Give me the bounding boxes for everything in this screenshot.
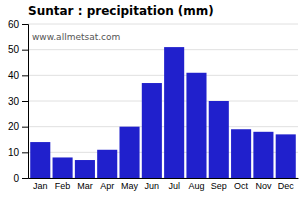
tick-mark [22, 101, 28, 102]
tick-label: Aug [188, 181, 204, 191]
tick-label: Nov [255, 181, 272, 191]
bar [75, 160, 95, 178]
bar [142, 83, 162, 178]
bar [97, 150, 117, 178]
title: Suntar : precipitation (mm) [28, 4, 214, 18]
tick-mark [22, 178, 28, 179]
tick-mark [22, 152, 28, 153]
tick: Dec [278, 181, 295, 191]
tick-label: May [121, 181, 139, 191]
tick: 50 [8, 44, 28, 55]
axis-line [29, 178, 299, 179]
tick: Aug [188, 181, 204, 191]
tick-label: Feb [55, 181, 71, 191]
grid [28, 24, 298, 178]
tick: Jun [145, 181, 160, 191]
tick-label: Sep [211, 181, 227, 191]
bars [30, 47, 296, 178]
tick-label: 0 [13, 173, 19, 184]
bar [231, 129, 251, 178]
tick-label: Apr [100, 181, 114, 191]
bar [53, 157, 73, 178]
tick: Sep [211, 181, 227, 191]
tick-label: 20 [8, 121, 20, 132]
tick-mark [22, 127, 28, 128]
tick-label: Oct [234, 181, 249, 191]
x-axis: Jan Feb Mar Apr May Jun Jul Aug Sep Oct Nov Dec [29, 179, 299, 192]
tick: Jul [168, 181, 180, 191]
tick: 40 [8, 70, 28, 81]
bar [30, 142, 50, 178]
bar [209, 101, 229, 178]
bar [164, 47, 184, 178]
tick: 10 [8, 147, 28, 158]
tick-mark [22, 24, 28, 25]
tick-label: 60 [8, 19, 20, 30]
tick-label: Jan [33, 181, 48, 191]
tick-label: Dec [278, 181, 295, 191]
bar [186, 73, 206, 178]
tick: 30 [8, 96, 28, 107]
grid-line [28, 24, 298, 25]
tick-mark [22, 50, 28, 51]
tick: Jan [33, 181, 48, 191]
tick: Mar [77, 181, 93, 191]
tick-label: Mar [77, 181, 93, 191]
tick-mark [22, 75, 28, 76]
tick: May [121, 181, 139, 191]
tick: 20 [8, 121, 28, 132]
tick-label: 40 [8, 70, 20, 81]
axis-line [22, 25, 29, 179]
tick: 0 [13, 173, 28, 184]
tick-label: 30 [8, 96, 20, 107]
tick: Feb [55, 181, 71, 191]
tick: Apr [100, 181, 114, 191]
tick: 60 [8, 19, 28, 30]
tick-label: Jul [168, 181, 180, 191]
grid-line [28, 126, 298, 127]
annotation: www.allmetsat.com [32, 32, 120, 42]
plot: 0 10 20 30 40 50 60 Jan Feb Mar Apr May Jun Jul Aug Sep… [8, 19, 299, 192]
tick: Nov [255, 181, 272, 191]
chart: 0 10 20 30 40 50 60 Jan Feb Mar Apr May Jun Jul Aug Sep… [0, 0, 306, 200]
grid-line [28, 75, 298, 76]
bar [253, 132, 273, 178]
bar [276, 134, 296, 178]
bar [119, 127, 139, 178]
y-axis: 0 10 20 30 40 50 60 [8, 19, 29, 184]
grid-line [28, 49, 298, 50]
tick-label: 50 [8, 44, 20, 55]
tick-label: 10 [8, 147, 20, 158]
tick-label: Jun [145, 181, 160, 191]
tick: Oct [234, 181, 249, 191]
grid-line [28, 101, 298, 102]
